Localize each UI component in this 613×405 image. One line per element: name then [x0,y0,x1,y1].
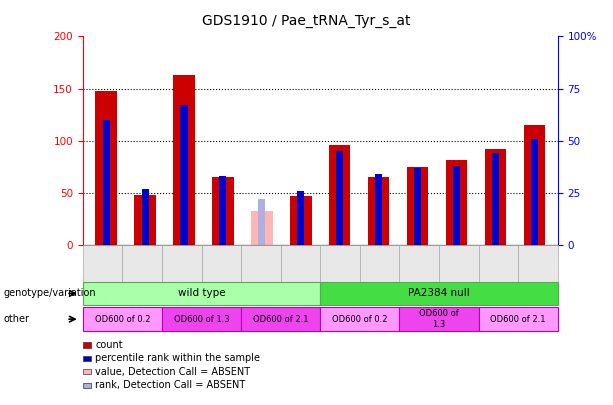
Bar [368,177,389,245]
Bar [142,189,148,245]
Bar [251,211,273,245]
Text: genotype/variation: genotype/variation [3,288,96,298]
Bar [212,177,234,245]
Text: wild type: wild type [178,288,226,298]
Bar [329,145,351,245]
Text: rank, Detection Call = ABSENT: rank, Detection Call = ABSENT [95,380,245,390]
Bar [446,160,467,245]
Bar [492,153,499,245]
Bar [531,139,538,245]
Text: PA2384 null: PA2384 null [408,288,470,298]
Text: OD600 of 0.2: OD600 of 0.2 [94,315,150,324]
Bar [407,167,428,245]
Bar [414,168,421,245]
Bar [173,75,195,245]
Text: OD600 of
1.3: OD600 of 1.3 [419,309,459,329]
Bar [180,105,188,245]
Bar [524,125,545,245]
Text: GDS1910 / Pae_tRNA_Tyr_s_at: GDS1910 / Pae_tRNA_Tyr_s_at [202,14,411,28]
Text: OD600 of 0.2: OD600 of 0.2 [332,315,387,324]
Bar [102,120,110,245]
Bar [96,91,117,245]
Text: count: count [95,340,123,350]
Text: OD600 of 2.1: OD600 of 2.1 [253,315,308,324]
Bar [453,166,460,245]
Text: OD600 of 1.3: OD600 of 1.3 [173,315,229,324]
Bar [219,176,226,245]
Bar [258,199,265,245]
Bar [134,195,156,245]
Text: value, Detection Call = ABSENT: value, Detection Call = ABSENT [95,367,250,377]
Bar [290,196,311,245]
Text: percentile rank within the sample: percentile rank within the sample [95,354,260,363]
Bar [375,174,383,245]
Text: OD600 of 2.1: OD600 of 2.1 [490,315,546,324]
Text: other: other [3,314,29,324]
Bar [337,151,343,245]
Bar [485,149,506,245]
Bar [297,191,304,245]
